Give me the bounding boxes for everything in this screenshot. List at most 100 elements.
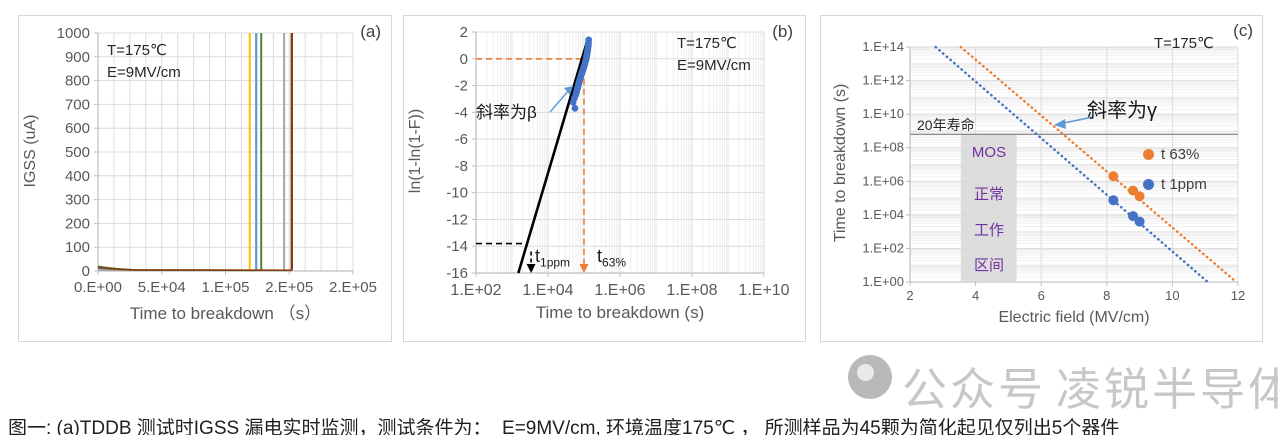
chart-a-condition-temperature: T=175℃ (107, 42, 167, 59)
chart-b-canvas: -16 -14 -12 -10 -8 -6 -4 -2 0 2 1.E+02 1.E+04 1.E+06… (446, 24, 789, 299)
breakdown-data-point (1134, 216, 1145, 227)
svg-text:1.E+08: 1.E+08 (862, 140, 904, 155)
chart-b-panel-label: (b) (772, 22, 793, 41)
chart-b-condition-temperature: T=175℃ (677, 35, 737, 52)
legend-label-t1ppm: t 1ppm (1161, 176, 1207, 193)
leakage-trace (97, 266, 292, 272)
svg-text:1000: 1000 (57, 25, 90, 42)
svg-text:0.E+00: 0.E+00 (74, 279, 122, 296)
svg-text:1.E+04: 1.E+04 (862, 207, 904, 222)
svg-text:0: 0 (460, 51, 468, 68)
chart-a-x-axis-label: Time to breakdown （s） (129, 304, 322, 323)
t63-arrowhead (579, 264, 589, 273)
breakdown-data-point (1108, 195, 1119, 206)
svg-text:2.E+05: 2.E+05 (329, 279, 377, 296)
chart-a-canvas: 0 100 200 300 400 500 600 700 800 900 1000 0.E+00 5.… (57, 25, 377, 296)
chart-a-test-conditions: T=175℃ E=9MV/cm (107, 40, 181, 84)
chart-c-panel-label: (c) (1233, 21, 1253, 40)
chart-b-test-conditions: T=175℃ E=9MV/cm (677, 33, 751, 77)
svg-text:500: 500 (65, 144, 90, 161)
chart-b-condition-field: E=9MV/cm (677, 57, 751, 74)
e-model-fit-line (934, 45, 1210, 284)
slope-beta-arrowhead (564, 86, 573, 95)
chart-b-panel: -16 -14 -12 -10 -8 -6 -4 -2 0 2 1.E+02 1.E+04 1.E+06… (403, 15, 806, 342)
t1ppm-arrowhead (526, 264, 536, 273)
svg-text:5.E+04: 5.E+04 (138, 279, 186, 296)
svg-text:1.E+08: 1.E+08 (666, 282, 717, 299)
watermark-text-name: 凌锐半导体 (1056, 364, 1278, 415)
svg-text:1.E+06: 1.E+06 (594, 282, 645, 299)
svg-text:200: 200 (65, 215, 90, 232)
svg-text:2.E+05: 2.E+05 (265, 279, 313, 296)
weibull-fit-line (517, 37, 590, 274)
breakdown-data-point (1134, 191, 1145, 202)
chart-c-canvas: 2 4 6 8 10 12 1.E+00 1.E+02 1.E+04 1.E+06 1.E+08 1.… (862, 39, 1245, 303)
chart-c-20year-lifetime-label: 20年寿命 (917, 117, 975, 133)
chart-c-slope-gamma-label: 斜率为γ (1087, 100, 1157, 122)
svg-text:-6: -6 (455, 131, 468, 148)
svg-text:1.E+02: 1.E+02 (450, 282, 501, 299)
chart-c-y-axis-label: Time to breakdown (s) (832, 83, 849, 243)
legend-item-t63: t 63% (1143, 146, 1199, 163)
svg-text:400: 400 (65, 168, 90, 185)
caption-line-1: 图一: (a)TDDB 测试时IGSS 漏电实时监测，测试条件为： E=9MV/… (8, 418, 1120, 435)
chart-b-y-axis-label: ln(1-ln(1-F)) (407, 108, 424, 194)
svg-text:-2: -2 (455, 78, 468, 95)
svg-text:2: 2 (460, 24, 468, 41)
watermark-text-prefix: 公众号 (902, 364, 1047, 415)
figure-caption: 图一: (a)TDDB 测试时IGSS 漏电实时监测，测试条件为： E=9MV/… (8, 359, 1119, 435)
chart-c-region-label-range: 区间 (973, 257, 1004, 274)
chart-a-panel-label: (a) (360, 22, 381, 41)
legend-item-t1ppm: t 1ppm (1143, 176, 1207, 193)
chart-c-test-conditions: T=175℃ (1154, 33, 1214, 55)
chart-c-panel: 2 4 6 8 10 12 1.E+00 1.E+02 1.E+04 1.E+06 1.E+08 1.… (820, 15, 1263, 342)
watermark: 公众号 凌锐半导体 (848, 353, 1278, 418)
watermark-logo-icon (848, 355, 892, 399)
svg-text:1.E+00: 1.E+00 (862, 274, 904, 289)
svg-text:-16: -16 (446, 265, 468, 282)
svg-text:1.E+06: 1.E+06 (862, 173, 904, 188)
svg-text:-12: -12 (446, 211, 468, 228)
weibull-data-point (571, 104, 579, 112)
svg-text:600: 600 (65, 120, 90, 137)
slope-gamma-arrowhead (1054, 119, 1066, 129)
svg-text:1.E+14: 1.E+14 (862, 39, 904, 54)
e-model-fit-line (959, 45, 1238, 284)
svg-text:700: 700 (65, 96, 90, 113)
chart-c-condition-temperature: T=175℃ (1154, 35, 1214, 52)
chart-b-x-axis-label: Time to breakdown (s) (535, 303, 705, 322)
legend-label-t63: t 63% (1161, 146, 1200, 163)
legend-dot-t1ppm (1143, 179, 1154, 190)
legend-dot-t63 (1143, 149, 1154, 160)
mos-operating-region (960, 134, 1017, 283)
svg-text:-10: -10 (446, 185, 468, 202)
chart-a-condition-field: E=9MV/cm (107, 64, 181, 81)
chart-a-panel: 0 100 200 300 400 500 600 700 800 900 1000 0.E+00 5.… (18, 15, 392, 342)
breakdown-data-point (1108, 171, 1119, 182)
svg-text:0: 0 (82, 263, 90, 280)
chart-c-region-label-normal: 正常 (973, 186, 1004, 203)
chart-b-t1ppm-label: t1ppm (535, 246, 571, 270)
svg-text:1.E+04: 1.E+04 (522, 282, 573, 299)
chart-a-y-axis-label: IGSS (uA) (22, 114, 39, 188)
svg-text:-8: -8 (455, 158, 468, 175)
svg-text:2: 2 (906, 288, 913, 303)
svg-text:6: 6 (1038, 288, 1045, 303)
chart-c-region-label-mos: MOS (971, 144, 1007, 161)
svg-text:1.E+02: 1.E+02 (862, 240, 904, 255)
svg-text:12: 12 (1231, 288, 1245, 303)
slope-beta-arrow (549, 88, 571, 113)
svg-text:-4: -4 (455, 104, 468, 121)
svg-text:-14: -14 (446, 238, 468, 255)
chart-c-x-axis-label: Electric field (MV/cm) (998, 309, 1150, 326)
chart-b-slope-beta-label: 斜率为β (476, 103, 537, 122)
svg-text:100: 100 (65, 239, 90, 256)
weibull-data-point (585, 36, 593, 44)
chart-b-t63-label: t63% (597, 246, 627, 270)
svg-text:8: 8 (1103, 288, 1110, 303)
svg-text:1.E+10: 1.E+10 (862, 106, 904, 121)
breakdown-data-point (1128, 211, 1139, 222)
svg-text:300: 300 (65, 192, 90, 209)
svg-text:1.E+10: 1.E+10 (738, 282, 789, 299)
